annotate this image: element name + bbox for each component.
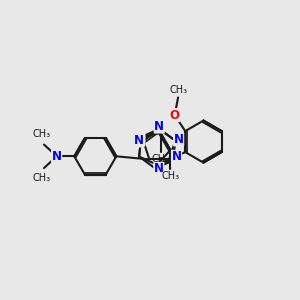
Text: N: N: [134, 134, 144, 147]
Text: CH₃: CH₃: [33, 130, 51, 140]
Text: N: N: [154, 120, 164, 133]
Text: CH₃: CH₃: [161, 171, 179, 181]
Text: N: N: [135, 133, 145, 146]
Text: N: N: [174, 133, 184, 146]
Text: N: N: [154, 162, 164, 176]
Text: O: O: [170, 109, 180, 122]
Text: N: N: [172, 150, 182, 164]
Text: CH₃: CH₃: [169, 85, 187, 95]
Text: CH₃: CH₃: [152, 154, 169, 164]
Text: N: N: [52, 150, 61, 163]
Text: CH₃: CH₃: [33, 173, 51, 183]
